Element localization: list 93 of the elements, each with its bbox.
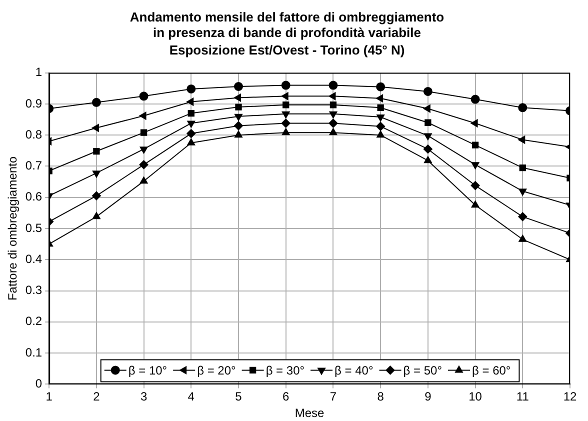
point	[376, 130, 385, 138]
point	[281, 80, 290, 90]
x-tick-label: 2	[93, 390, 100, 404]
point	[518, 234, 527, 242]
point	[281, 118, 290, 128]
point	[234, 130, 242, 138]
x-tick-label: 6	[282, 390, 290, 404]
x-tick-label: 10	[468, 390, 482, 404]
point	[282, 128, 290, 136]
point	[470, 94, 480, 104]
point	[281, 92, 288, 100]
point	[140, 146, 148, 154]
legend-label: β = 40°	[334, 364, 374, 378]
point	[376, 114, 385, 122]
point	[519, 164, 526, 172]
legend-label: β = 20°	[197, 364, 236, 378]
x-tick-label: 4	[188, 390, 195, 404]
point	[423, 144, 432, 154]
x-tick-label: 8	[377, 390, 384, 404]
point	[328, 118, 338, 128]
chart-subtitle: Esposizione Est/Ovest - Torino (45° N)	[169, 42, 405, 58]
point	[329, 128, 338, 136]
point	[188, 110, 194, 117]
point	[92, 212, 100, 220]
y-tick-label: 0.9	[25, 96, 42, 110]
point	[139, 160, 148, 170]
y-tick-label: 0.4	[25, 252, 42, 266]
point	[471, 200, 480, 208]
point	[234, 94, 242, 102]
point	[376, 82, 386, 92]
point	[140, 176, 148, 184]
point	[93, 148, 100, 155]
x-tick-label: 11	[516, 390, 530, 404]
x-tick-label: 12	[563, 390, 577, 404]
point	[423, 104, 430, 113]
point	[518, 136, 526, 144]
point	[282, 102, 290, 108]
point	[329, 111, 338, 118]
chart-title: Andamento mensile del fattore di ombreggiamento in presenza di bande di profondità variabile	[130, 9, 444, 40]
point	[234, 114, 242, 121]
point	[282, 111, 290, 118]
point	[140, 129, 148, 136]
y-tick-label: 1	[35, 65, 42, 80]
point	[92, 170, 100, 178]
point	[377, 104, 384, 112]
y-tick-label: 0.7	[25, 158, 42, 173]
point	[423, 86, 432, 96]
point	[92, 98, 101, 107]
y-tick-label: 0	[35, 376, 42, 391]
y-tick-label: 0.1	[25, 345, 42, 360]
point	[424, 133, 432, 140]
point	[187, 120, 196, 128]
point	[92, 124, 99, 132]
x-tick-label: 3	[140, 390, 148, 404]
point	[234, 121, 244, 130]
point	[376, 122, 386, 131]
point	[187, 138, 196, 146]
point	[92, 191, 101, 200]
point	[235, 104, 242, 110]
x-axis-title: Mese	[294, 406, 325, 420]
point	[471, 162, 480, 170]
point	[470, 181, 480, 190]
point	[518, 188, 527, 196]
point	[424, 119, 432, 126]
y-tick-label: 0.6	[25, 190, 42, 204]
y-axis-title: Fattore di ombreggiamento	[6, 156, 20, 301]
y-tick-label: 0.3	[25, 283, 42, 298]
point	[472, 142, 479, 148]
point	[234, 82, 244, 91]
point	[186, 129, 196, 138]
point	[376, 94, 384, 102]
x-tick-label: 9	[424, 390, 432, 404]
point	[518, 212, 528, 222]
x-tick-label: 5	[235, 390, 242, 404]
legend-label: β = 60°	[472, 364, 511, 378]
y-tick-label: 0.8	[25, 127, 42, 142]
y-tick-label: 0.5	[25, 220, 42, 235]
legend-label: β = 50°	[403, 364, 442, 378]
point	[424, 156, 432, 164]
point	[186, 84, 196, 94]
legend-label: β = 10°	[128, 364, 168, 378]
point	[186, 98, 194, 106]
x-tick-label: 7	[330, 390, 337, 404]
y-tick-label: 0.2	[25, 314, 42, 328]
point	[518, 103, 528, 112]
point	[330, 102, 337, 108]
point	[328, 92, 336, 100]
x-tick-label: 1	[46, 390, 53, 404]
legend-label: β = 30°	[266, 364, 305, 378]
point	[139, 92, 148, 101]
point	[139, 112, 146, 120]
point	[328, 80, 338, 90]
point	[470, 119, 478, 128]
